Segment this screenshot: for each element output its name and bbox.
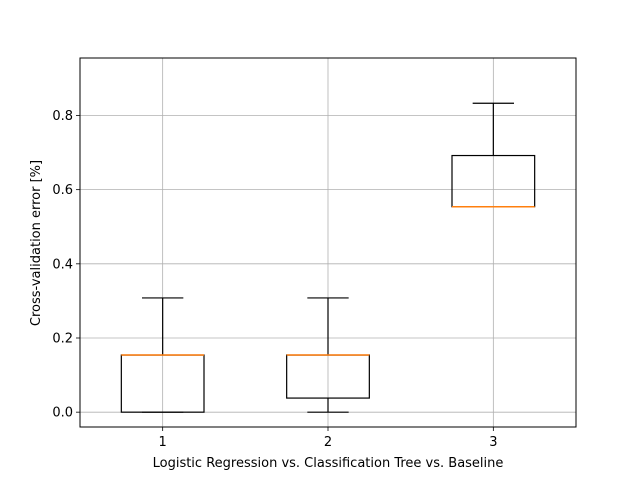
x-tick-label: 2 (324, 435, 332, 450)
x-axis-label: Logistic Regression vs. Classification T… (153, 456, 504, 471)
y-tick-label: 0.0 (52, 406, 73, 421)
x-tick-label: 3 (489, 435, 497, 450)
box-plot-item (286, 297, 370, 413)
x-tick-label: 1 (159, 435, 167, 450)
y-tick-label: 0.2 (52, 331, 73, 346)
grid-lines (80, 58, 576, 427)
box-plot-item (451, 102, 536, 208)
y-axis: 0.0 0.2 0.4 0.6 0.8 (52, 109, 80, 421)
y-tick-label: 0.4 (52, 257, 73, 272)
x-axis: 1 2 3 (159, 427, 497, 450)
y-tick-label: 0.6 (52, 183, 73, 198)
y-tick-label: 0.8 (52, 109, 73, 124)
box-plot-item (120, 297, 205, 413)
box-plot-series (120, 102, 536, 413)
y-axis-label: Cross-validation error [%] (29, 160, 44, 326)
